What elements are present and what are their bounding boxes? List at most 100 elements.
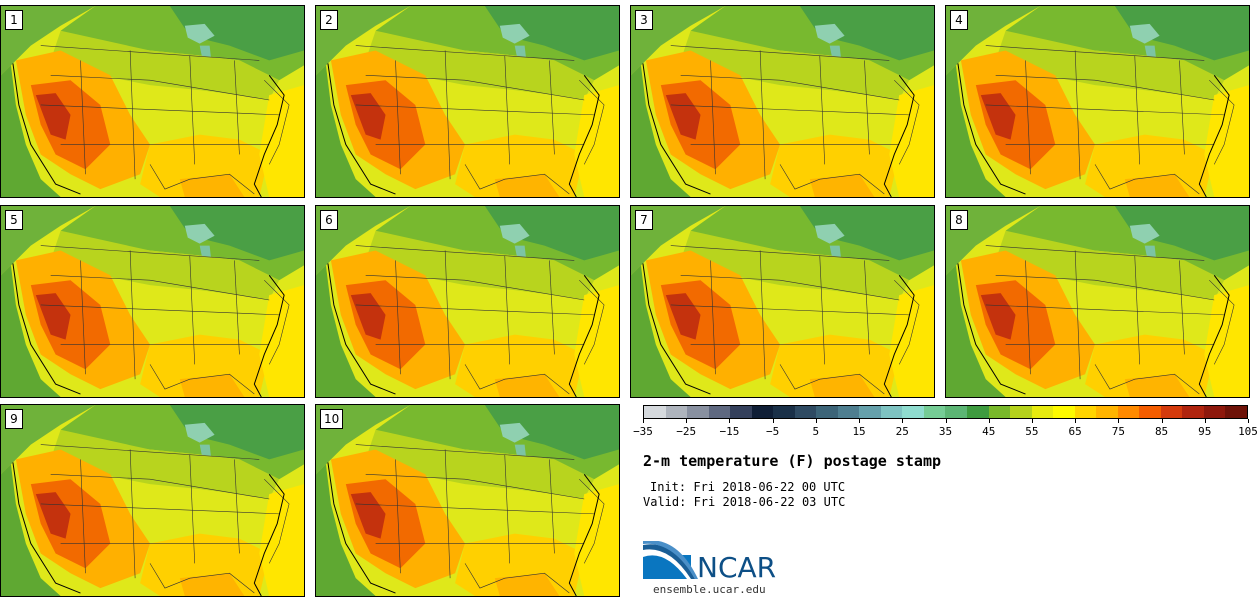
colorbar-tick-label: 65: [1068, 425, 1082, 438]
temperature-region: [799, 6, 934, 61]
state-border: [985, 104, 1225, 116]
temperature-region: [809, 174, 875, 197]
colorbar-segment: [880, 406, 903, 418]
state-border: [395, 459, 401, 574]
state-border: [189, 255, 196, 365]
temperature-region: [184, 422, 215, 443]
state-border: [464, 563, 570, 594]
temperature-region: [50, 230, 280, 301]
colorbar-segment: [966, 406, 989, 418]
temperature-region: [1, 65, 61, 197]
temperature-region: [1114, 206, 1249, 261]
temperature-region: [814, 23, 845, 44]
coastline: [327, 263, 600, 397]
temperature-region: [259, 285, 304, 397]
state-border: [395, 260, 401, 375]
state-border: [710, 60, 716, 175]
state-border: [504, 454, 511, 564]
temperature-region: [494, 174, 560, 197]
state-border: [680, 74, 900, 101]
state-border: [40, 45, 260, 61]
colorbar-segment: [1182, 406, 1204, 418]
postage-stamp-map-7: 7: [630, 205, 935, 398]
state-border: [80, 60, 86, 175]
state-border: [670, 104, 910, 116]
temperature-region: [316, 6, 411, 76]
temperature-region: [1124, 374, 1190, 397]
postage-stamp-map-1: 1: [0, 5, 305, 198]
state-border: [365, 74, 585, 101]
site-url[interactable]: ensemble.ucar.edu: [653, 583, 766, 596]
state-border: [365, 274, 585, 301]
state-border: [50, 74, 270, 101]
colorbar-tick: [1031, 419, 1033, 423]
temperature-region: [169, 405, 304, 460]
colorbar-tick-label: 25: [895, 425, 909, 438]
member-label: 3: [635, 10, 653, 30]
colorbar-segment: [687, 406, 709, 418]
temperature-region: [50, 429, 280, 500]
colorbar-tick: [686, 419, 688, 423]
state-border: [464, 164, 570, 195]
colorbar-segment: [859, 406, 881, 418]
colorbar-segment: [665, 406, 688, 418]
temperature-region: [140, 134, 270, 197]
temperature-region: [484, 405, 619, 460]
colorbar-segment: [816, 406, 838, 418]
state-border: [149, 164, 255, 195]
temperature-region: [316, 65, 376, 197]
colorbar-segment: [1225, 406, 1247, 418]
state-border: [40, 304, 280, 316]
temperature-region: [1129, 23, 1160, 44]
temperature-region: [184, 23, 215, 44]
temperature-region: [35, 93, 71, 140]
state-border: [670, 245, 890, 261]
temperature-region: [665, 93, 701, 140]
state-border: [129, 50, 136, 180]
temperature-region: [455, 334, 585, 397]
temperature-colorbar: [643, 405, 1248, 419]
colorbar-segment: [773, 406, 795, 418]
temperature-region: [1, 6, 96, 76]
state-border: [819, 55, 826, 165]
state-border: [1074, 50, 1081, 180]
colorbar-segment: [708, 406, 731, 418]
plot-title: 2-m temperature (F) postage stamp: [643, 452, 942, 470]
temperature-region: [574, 85, 619, 197]
colorbar-segment: [988, 406, 1011, 418]
member-label: 10: [320, 409, 344, 429]
state-border: [1074, 250, 1081, 380]
colorbar-tick: [902, 419, 904, 423]
temperature-region: [1204, 85, 1249, 197]
temperature-region: [574, 285, 619, 397]
temperature-region: [770, 134, 900, 197]
state-border: [819, 255, 826, 365]
state-border: [579, 479, 605, 564]
state-border: [264, 80, 290, 165]
temperature-region: [494, 374, 560, 397]
init-time: Init: Fri 2018-06-22 00 UTC: [650, 480, 846, 494]
coastline: [957, 63, 1230, 197]
state-border: [149, 364, 255, 395]
state-border: [759, 250, 766, 380]
temperature-region: [631, 65, 691, 197]
state-border: [40, 104, 280, 116]
colorbar-segment: [1203, 406, 1226, 418]
temperature-region: [631, 265, 691, 397]
state-border: [189, 55, 196, 165]
temperature-region: [179, 374, 245, 397]
state-border: [985, 304, 1225, 316]
temperature-region: [665, 293, 701, 340]
state-border: [549, 60, 555, 155]
temperature-region: [494, 573, 560, 596]
temperature-region: [179, 573, 245, 596]
state-border: [50, 274, 270, 301]
state-border: [1209, 80, 1235, 165]
state-border: [864, 260, 870, 355]
state-border: [355, 45, 575, 61]
colorbar-tick: [1118, 419, 1120, 423]
state-border: [549, 459, 555, 554]
colorbar-segment: [1096, 406, 1118, 418]
colorbar-tick: [1248, 419, 1249, 423]
postage-stamp-map-2: 2: [315, 5, 620, 198]
